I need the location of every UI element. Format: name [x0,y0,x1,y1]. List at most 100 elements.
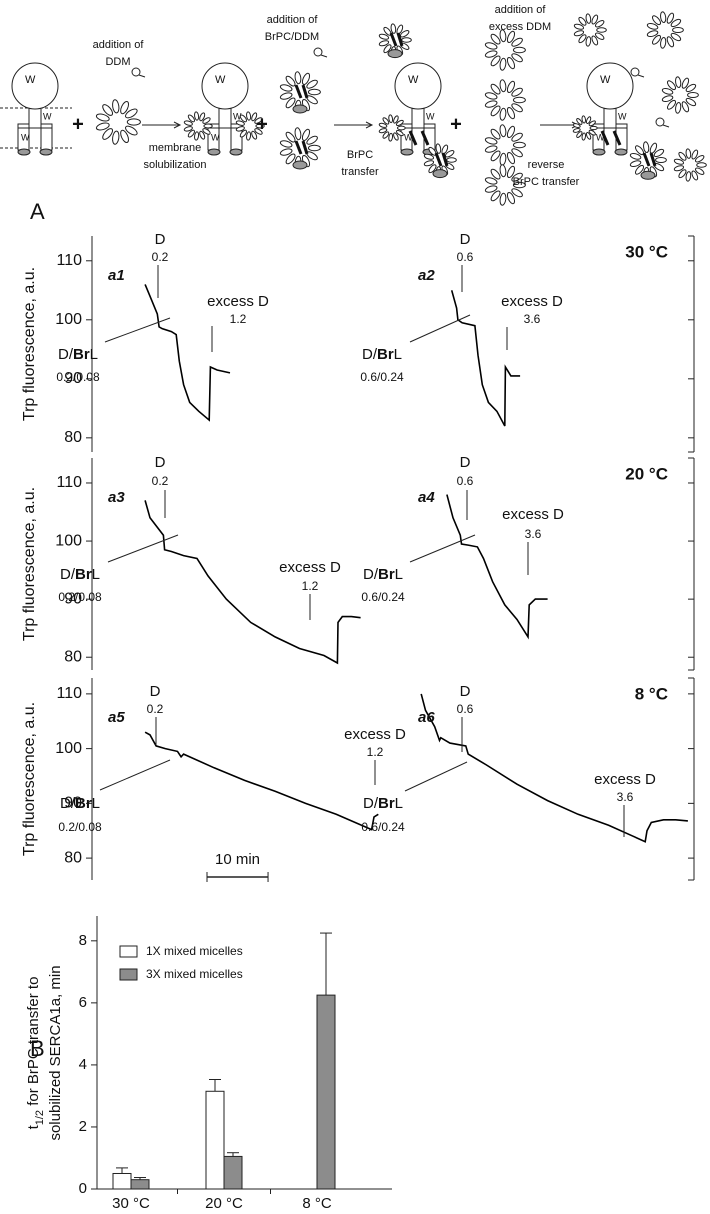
diagram-shape [400,148,414,156]
diagram-shape [301,128,311,141]
plus-sign: + [72,113,84,135]
diagram-shape [393,132,399,141]
diagram-shape [285,97,296,109]
temperature-label: 8 °C [635,684,668,703]
diagram-shape [388,114,394,124]
diagram-shape [294,71,302,85]
diagram-shape [126,118,141,126]
diagram-shape [511,87,523,97]
diagram-shape [670,32,682,42]
diagram-w: W [21,132,30,142]
diagram-shape [685,148,692,159]
diagram-shape [511,132,523,142]
diagram-shape [246,131,252,141]
diagram-shape [511,37,523,47]
annotation-value: 0.2 [152,474,169,488]
y-axis-label: Trp fluorescence, a.u. [21,267,38,421]
diagram-shape [378,122,388,128]
diagram-shape [307,144,321,152]
diagram-shape [199,112,206,122]
annotation-part: D/ [58,346,74,363]
diagram-shape [251,130,258,140]
y-tick-label: 0 [79,1180,87,1197]
annotation-line [404,761,468,792]
panel-sublabel: a4 [418,489,435,506]
y-tick-label: 100 [55,311,82,328]
diagram-shape [666,99,677,110]
diagram-shape [292,104,308,114]
diagram-shape [389,32,404,47]
diagram-shape [511,53,523,63]
diagram-shape [39,148,53,156]
diagram-shape [585,132,592,140]
diagram-shape [681,77,690,89]
diagram-shape [637,74,645,78]
diagram-shape [484,92,498,100]
diagram-shape [254,128,263,135]
diagram-shape [629,152,642,160]
diagram-shape [653,148,665,158]
y-tick-label: 80 [64,648,82,665]
diagram-text: transfer [341,166,379,178]
diagram-shape [675,101,682,114]
diagram-shape [512,96,526,104]
diagram-shape [685,171,692,182]
diagram-shape [388,132,394,142]
diagram-shape [279,140,293,148]
panel-sublabel: a3 [108,489,125,506]
annotation-label: D/BrL [363,795,403,812]
diagram-shape [691,149,699,160]
diagram-shape [285,75,296,87]
annotation-label: D/BrL [363,566,403,583]
diagram-shape [484,42,498,50]
diagram-shape [383,44,392,54]
diagram-shape [187,129,196,138]
annotation-label: D [460,231,471,248]
diagram-shape [95,113,110,122]
diagram-shape [696,162,707,168]
annotation-value: 0.6/0.24 [360,370,404,384]
diagram-shape [640,170,656,180]
diagram-shape [378,128,388,134]
diagram-text: addition of [93,39,145,51]
diagram-shape [651,15,662,26]
annotation-value: 0.6 [457,474,474,488]
diagram-shape [235,126,245,132]
diagram-shape [594,32,605,40]
diagram-shape [666,12,675,24]
x-tick-label: 30 °C [112,1195,150,1212]
diagram-shape [642,152,657,167]
annotation-label: D [460,683,471,700]
diagram-shape [408,130,430,146]
panel-sublabel: a2 [418,267,435,284]
diagram-shape [506,107,516,120]
annotation-part: D/ [60,795,76,812]
diagram-shape [239,114,248,123]
diagram-shape [672,26,684,34]
diagram-shape [591,14,599,25]
diagram-shape [499,107,507,121]
diagram-shape [694,155,705,163]
diagram-shape [444,150,455,158]
diagram-shape [294,84,309,99]
y-axis-label: Trp fluorescence, a.u. [21,702,38,856]
diagram-shape [506,30,516,43]
diagram-shape [506,152,516,165]
diagram-shape [506,192,516,205]
diagram-shape [589,125,598,131]
diagram-shape [102,128,114,140]
annotation-value: 0.6/0.24 [361,590,405,604]
diagram-shape [434,152,449,167]
diagram-shape [499,152,507,166]
diagram-shape [511,148,523,158]
y-tick-label: 2 [79,1118,87,1135]
diagram-shape [506,57,516,70]
diagram-shape [511,188,523,198]
annotation-value: 0.6 [457,702,474,716]
diagram-shape [207,148,221,156]
diagram-shape [490,168,501,180]
diagram-shape [294,127,302,141]
annotation-part: D/ [363,795,379,812]
diagram-shape [399,30,410,38]
diagram-shape [194,131,200,141]
